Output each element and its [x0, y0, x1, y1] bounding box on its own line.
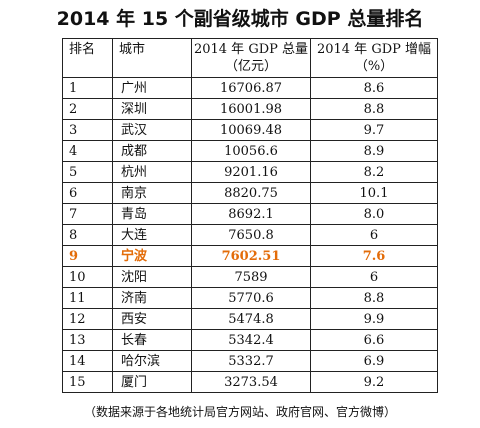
growth-cell: 8.2: [310, 161, 438, 183]
gdp-cell: 3273.54: [191, 371, 311, 393]
gdp-cell: 7650.8: [191, 224, 311, 246]
table-row: 1 广州 16706.87 8.6: [62, 77, 438, 99]
city-cell: 深圳: [112, 98, 192, 120]
growth-cell: 10.1: [310, 182, 438, 204]
city-cell: 哈尔滨: [112, 350, 192, 372]
city-cell: 广州: [112, 77, 192, 99]
rank-cell: 15: [62, 371, 113, 393]
growth-cell: 9.7: [310, 119, 438, 141]
table-header-row: 排名 城市 2014 年 GDP 总量 （亿元） 2014 年 GDP 增幅 （…: [62, 38, 438, 78]
rank-cell: 11: [62, 287, 113, 309]
growth-cell: 6: [310, 224, 438, 246]
growth-cell: 7.6: [310, 245, 438, 267]
gdp-cell: 7602.51: [191, 245, 311, 267]
header-growth: 2014 年 GDP 增幅 （%）: [310, 38, 438, 78]
header-city: 城市: [112, 38, 192, 78]
growth-cell: 8.8: [310, 98, 438, 120]
header-growth-line1: 2014 年 GDP 增幅: [316, 42, 432, 57]
gdp-cell: 10056.6: [191, 140, 311, 162]
header-gdp: 2014 年 GDP 总量 （亿元）: [191, 38, 311, 78]
rank-cell: 14: [62, 350, 113, 372]
rank-cell: 7: [62, 203, 113, 225]
rank-cell: 2: [62, 98, 113, 120]
gdp-cell: 8820.75: [191, 182, 311, 204]
gdp-cell: 16706.87: [191, 77, 311, 99]
rank-cell: 3: [62, 119, 113, 141]
gdp-cell: 8692.1: [191, 203, 311, 225]
table-row: 5 杭州 9201.16 8.2: [62, 161, 438, 183]
rank-cell: 1: [62, 77, 113, 99]
gdp-cell: 7589: [191, 266, 311, 288]
rank-cell: 12: [62, 308, 113, 330]
growth-cell: 8.0: [310, 203, 438, 225]
header-growth-line2: （%）: [354, 59, 394, 74]
table-row: 14 哈尔滨 5332.7 6.9: [62, 350, 438, 372]
gdp-cell: 5332.7: [191, 350, 311, 372]
growth-cell: 8.6: [310, 77, 438, 99]
growth-cell: 8.8: [310, 287, 438, 309]
city-cell: 济南: [112, 287, 192, 309]
gdp-cell: 16001.98: [191, 98, 311, 120]
city-cell: 西安: [112, 308, 192, 330]
gdp-cell: 9201.16: [191, 161, 311, 183]
rank-cell: 8: [62, 224, 113, 246]
table-row: 6 南京 8820.75 10.1: [62, 182, 438, 204]
growth-cell: 6.9: [310, 350, 438, 372]
table-row: 10 沈阳 7589 6: [62, 266, 438, 288]
city-cell: 厦门: [112, 371, 192, 393]
table-row: 11 济南 5770.6 8.8: [62, 287, 438, 309]
city-cell: 杭州: [112, 161, 192, 183]
city-cell: 长春: [112, 329, 192, 351]
city-cell: 大连: [112, 224, 192, 246]
table-row-highlighted: 9 宁波 7602.51 7.6: [62, 245, 438, 267]
header-rank: 排名: [62, 38, 113, 78]
rank-cell: 6: [62, 182, 113, 204]
city-cell: 沈阳: [112, 266, 192, 288]
rank-cell: 5: [62, 161, 113, 183]
data-source-note: （数据来源于各地统计局官方网站、政府官网、官方微博）: [83, 405, 396, 419]
growth-cell: 9.2: [310, 371, 438, 393]
table-row: 12 西安 5474.8 9.9: [62, 308, 438, 330]
table-row: 15 厦门 3273.54 9.2: [62, 371, 438, 393]
table-row: 4 成都 10056.6 8.9: [62, 140, 438, 162]
table-row: 7 青岛 8692.1 8.0: [62, 203, 438, 225]
growth-cell: 8.9: [310, 140, 438, 162]
gdp-cell: 10069.48: [191, 119, 311, 141]
growth-cell: 6: [310, 266, 438, 288]
gdp-cell: 5770.6: [191, 287, 311, 309]
gdp-cell: 5474.8: [191, 308, 311, 330]
gdp-cell: 5342.4: [191, 329, 311, 351]
header-gdp-line2: （亿元）: [224, 59, 277, 74]
table-row: 8 大连 7650.8 6: [62, 224, 438, 246]
page-title: 2014 年 15 个副省级城市 GDP 总量排名: [56, 8, 424, 30]
growth-cell: 9.9: [310, 308, 438, 330]
city-cell: 宁波: [112, 245, 192, 267]
city-cell: 南京: [112, 182, 192, 204]
header-gdp-line1: 2014 年 GDP 总量: [193, 42, 309, 57]
rank-cell: 9: [62, 245, 113, 267]
rank-cell: 10: [62, 266, 113, 288]
table-row: 3 武汉 10069.48 9.7: [62, 119, 438, 141]
table-row: 2 深圳 16001.98 8.8: [62, 98, 438, 120]
gdp-ranking-table: 排名 城市 2014 年 GDP 总量 （亿元） 2014 年 GDP 增幅 （…: [62, 38, 438, 393]
table-row: 13 长春 5342.4 6.6: [62, 329, 438, 351]
rank-cell: 4: [62, 140, 113, 162]
rank-cell: 13: [62, 329, 113, 351]
growth-cell: 6.6: [310, 329, 438, 351]
city-cell: 成都: [112, 140, 192, 162]
city-cell: 武汉: [112, 119, 192, 141]
city-cell: 青岛: [112, 203, 192, 225]
